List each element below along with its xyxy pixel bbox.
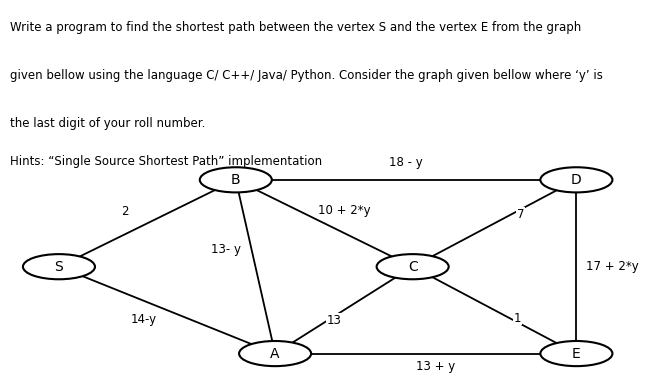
- Text: 13: 13: [327, 314, 341, 327]
- Text: given bellow using the language C/ C++/ Java/ Python. Consider the graph given b: given bellow using the language C/ C++/ …: [10, 69, 603, 82]
- Text: Hints: “Single Source Shortest Path” implementation: Hints: “Single Source Shortest Path” imp…: [10, 155, 322, 168]
- Text: A: A: [271, 347, 280, 360]
- Text: E: E: [572, 347, 581, 360]
- Text: C: C: [408, 260, 417, 274]
- Text: 13 + y: 13 + y: [416, 360, 455, 373]
- Text: 10 + 2*y: 10 + 2*y: [318, 204, 370, 217]
- Text: D: D: [571, 173, 582, 187]
- Circle shape: [23, 254, 95, 279]
- Circle shape: [377, 254, 449, 279]
- Circle shape: [200, 167, 272, 192]
- Circle shape: [540, 167, 612, 192]
- Text: the last digit of your roll number.: the last digit of your roll number.: [10, 117, 205, 130]
- Text: 7: 7: [517, 208, 525, 221]
- Text: S: S: [54, 260, 64, 274]
- Circle shape: [540, 341, 612, 366]
- Text: 17 + 2*y: 17 + 2*y: [586, 260, 639, 273]
- Text: 18 - y: 18 - y: [389, 156, 423, 169]
- Circle shape: [239, 341, 311, 366]
- Text: 13- y: 13- y: [211, 243, 241, 256]
- Text: 1: 1: [514, 312, 521, 325]
- Text: Write a program to find the shortest path between the vertex S and the vertex E : Write a program to find the shortest pat…: [10, 21, 581, 34]
- Text: 14-y: 14-y: [131, 313, 157, 326]
- Text: 2: 2: [121, 205, 128, 218]
- Text: B: B: [231, 173, 240, 187]
